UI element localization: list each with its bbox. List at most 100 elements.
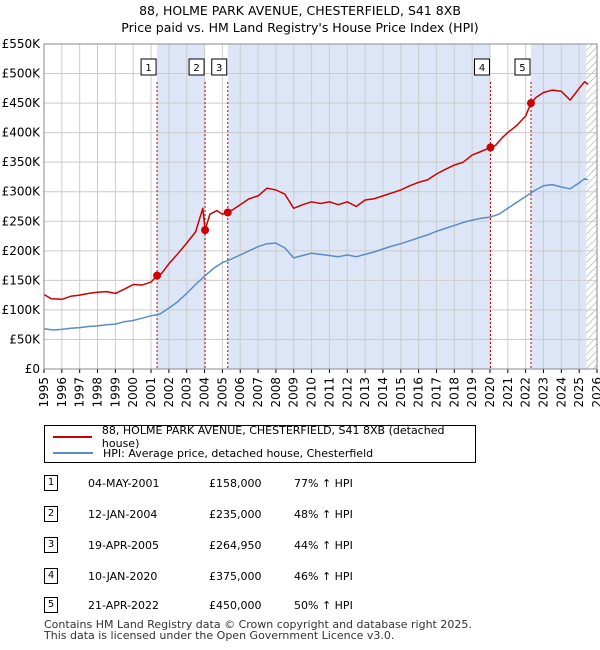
- x-tick-label: 2003: [180, 377, 194, 408]
- y-tick-label: £350K: [2, 155, 42, 169]
- x-tick-label: 2022: [519, 377, 533, 408]
- x-tick-label: 2023: [536, 377, 550, 408]
- footer-line-1: Contains HM Land Registry data © Crown c…: [44, 618, 472, 631]
- x-tick-label: 2026: [590, 377, 600, 408]
- sale-marker-box: [474, 58, 491, 76]
- x-tick-label: 1997: [73, 377, 87, 408]
- transaction-date: 12-JAN-2004: [88, 508, 158, 521]
- x-tick-label: 1995: [37, 377, 51, 408]
- sale-marker-box: [211, 58, 228, 76]
- ownership-shade: [530, 44, 587, 369]
- y-tick-label: £250K: [2, 214, 42, 228]
- transaction-price: £264,950: [209, 539, 262, 552]
- sale-marker-label: 3: [216, 63, 222, 74]
- x-tick-label: 2013: [358, 377, 372, 408]
- sale-marker-box: [140, 58, 157, 76]
- transaction-number: 3: [44, 537, 58, 553]
- legend-label-property: 88, HOLME PARK AVENUE, CHESTERFIELD, S41…: [101, 424, 445, 450]
- x-tick-label: 2012: [340, 377, 354, 408]
- legend: 88, HOLME PARK AVENUE, CHESTERFIELD, S41…: [44, 424, 476, 463]
- transaction-hpi: 50% ↑ HPI: [294, 599, 353, 612]
- sale-marker-label: 2: [193, 63, 199, 74]
- price-chart: 1 2 3 4 5 £0 £50K £100K £150K £200K £250K £300K £35…: [2, 37, 600, 408]
- transaction-price: £375,000: [209, 570, 262, 583]
- sale-marker-box: [514, 58, 531, 76]
- y-tick-label: £450K: [2, 96, 42, 110]
- y-tick-label: £400K: [2, 126, 42, 140]
- x-tick-label: 2018: [447, 377, 461, 408]
- x-tick-label: 1998: [91, 377, 105, 408]
- x-tick-label: 2020: [483, 377, 497, 408]
- x-tick-label: 1999: [108, 377, 122, 408]
- transaction-date: 19-APR-2005: [88, 539, 160, 552]
- transaction-price: £158,000: [209, 477, 262, 490]
- y-tick-label: £200K: [2, 244, 42, 258]
- transaction-hpi: 44% ↑ HPI: [294, 539, 353, 552]
- x-tick-label: 2007: [251, 377, 265, 408]
- legend-item-property: 88, HOLME PARK AVENUE, CHESTERFIELD, S41…: [53, 424, 475, 450]
- sale-point: [153, 271, 162, 280]
- legend-swatch-property: [53, 436, 92, 438]
- x-tick-label: 2002: [162, 377, 176, 408]
- sale-marker-label: 5: [519, 63, 525, 74]
- transaction-price: £450,000: [209, 599, 262, 612]
- sale-point: [526, 99, 535, 108]
- y-tick-label: £550K: [2, 37, 42, 51]
- sale-marker-label: 1: [145, 63, 151, 74]
- legend-label-hpi: HPI: Average price, detached house, Ches…: [103, 446, 374, 460]
- y-tick-label: £50K: [9, 332, 41, 346]
- title-line-1: 88, HOLME PARK AVENUE, CHESTERFIELD, S41…: [139, 3, 461, 18]
- y-tick-label: £150K: [2, 273, 42, 287]
- x-tick-label: 2009: [287, 377, 301, 408]
- legend-swatch-hpi: [53, 452, 93, 454]
- ownership-shade: [227, 44, 491, 369]
- transaction-number: 4: [44, 568, 58, 584]
- sale-point: [486, 143, 495, 152]
- hpi-line: [43, 177, 589, 331]
- x-tick-label: 2010: [305, 377, 319, 408]
- x-tick-label: 2019: [465, 377, 479, 408]
- x-tick-label: 2001: [144, 377, 158, 408]
- footer-line-2: This data is licensed under the Open Gov…: [44, 629, 395, 642]
- plot-frame: [43, 43, 598, 370]
- sale-point: [201, 226, 210, 235]
- x-tick-label: 2021: [501, 377, 515, 408]
- x-tick-label: 2016: [412, 377, 426, 408]
- x-tick-label: 2014: [376, 377, 390, 408]
- forecast-hatch: [586, 44, 597, 369]
- chart-title: 88, HOLME PARK AVENUE, CHESTERFIELD, S41…: [0, 2, 600, 36]
- x-tick-label: 2008: [269, 377, 283, 408]
- title-line-2: Price paid vs. HM Land Registry's House …: [121, 20, 479, 35]
- x-tick-label: 2000: [126, 377, 140, 408]
- legend-item-hpi: HPI: Average price, detached house, Ches…: [53, 445, 373, 461]
- transaction-number: 5: [44, 597, 58, 613]
- property-price-line: [43, 81, 589, 301]
- x-tick-label: 2024: [554, 377, 568, 408]
- x-tick-label: 2017: [429, 377, 443, 408]
- x-tick-label: 2005: [215, 377, 229, 408]
- transaction-date: 10-JAN-2020: [88, 570, 158, 583]
- y-tick-label: £0: [25, 362, 40, 376]
- sale-point: [223, 208, 232, 217]
- x-tick-label: 2025: [572, 377, 586, 408]
- transaction-price: £235,000: [209, 508, 262, 521]
- x-tick-label: 2004: [198, 377, 212, 408]
- y-tick-label: £500K: [2, 67, 42, 81]
- transaction-date: 04-MAY-2001: [88, 477, 160, 490]
- sale-marker-box: [188, 58, 205, 76]
- transaction-hpi: 48% ↑ HPI: [294, 508, 353, 521]
- x-tick-label: 1996: [55, 377, 69, 408]
- ownership-shade: [157, 44, 206, 369]
- transaction-date: 21-APR-2022: [88, 599, 160, 612]
- footer-attribution: Contains HM Land Registry data © Crown c…: [44, 619, 472, 641]
- y-tick-label: £100K: [2, 303, 42, 317]
- transaction-number: 2: [44, 506, 58, 522]
- transaction-hpi: 77% ↑ HPI: [294, 477, 353, 490]
- y-tick-label: £300K: [2, 185, 42, 199]
- sale-marker-label: 4: [479, 63, 485, 74]
- transaction-hpi: 46% ↑ HPI: [294, 570, 353, 583]
- x-tick-label: 2015: [394, 377, 408, 408]
- x-tick-label: 2011: [322, 377, 336, 408]
- x-tick-label: 2006: [233, 377, 247, 408]
- transaction-number: 1: [44, 475, 58, 491]
